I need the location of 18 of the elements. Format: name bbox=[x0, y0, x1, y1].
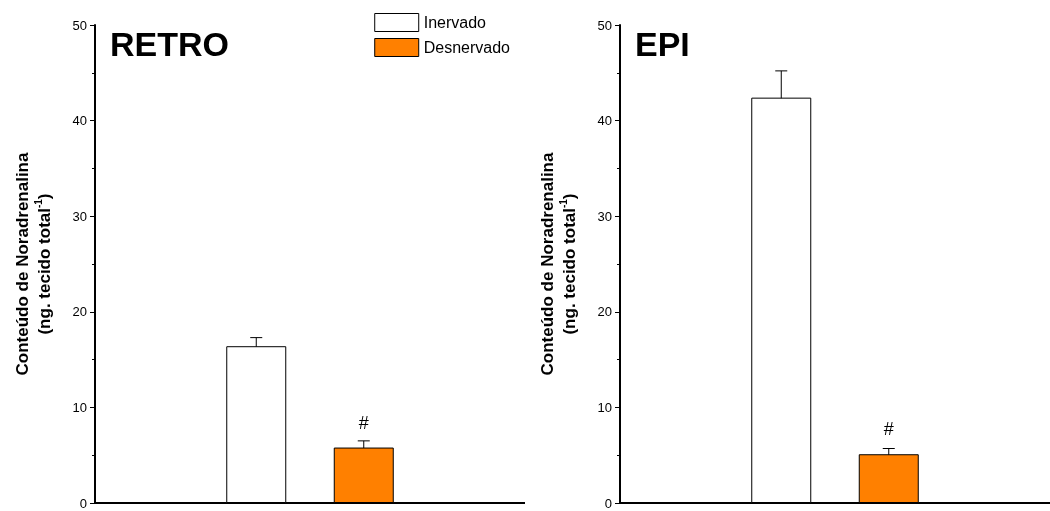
y-tick-label: 0 bbox=[604, 495, 612, 511]
y-tick-label: 30 bbox=[72, 208, 87, 224]
chart-title: RETRO bbox=[110, 25, 229, 63]
chart-title: EPI bbox=[635, 25, 690, 63]
legend-label: Desnervado bbox=[423, 39, 511, 56]
y-tick-label: 30 bbox=[597, 208, 612, 224]
y-tick-label: 10 bbox=[72, 399, 87, 415]
y-tick-label: 40 bbox=[597, 113, 612, 129]
y-tick-label: 20 bbox=[597, 304, 612, 320]
legend-label: Inervado bbox=[423, 14, 487, 31]
data-label: # bbox=[358, 412, 369, 433]
y-tick-label: 10 bbox=[597, 399, 612, 415]
y-tick-label: 50 bbox=[72, 17, 87, 33]
y-tick-label: 50 bbox=[597, 17, 612, 33]
y-tick-label: 40 bbox=[72, 113, 87, 129]
y-tick-label: 0 bbox=[79, 495, 87, 511]
y-tick-label: 20 bbox=[72, 304, 87, 320]
data-label: # bbox=[883, 419, 894, 440]
